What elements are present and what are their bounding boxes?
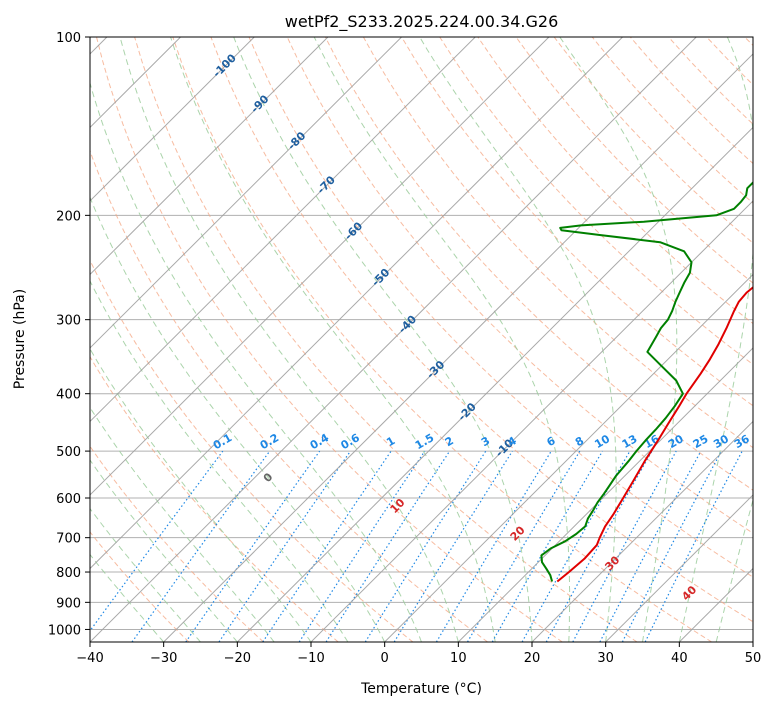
temperature-line — [556, 286, 753, 583]
dry-adiabat-line — [439, 37, 753, 366]
skewed-isotherm-line — [310, 200, 753, 642]
mixing-ratio-lines — [90, 450, 743, 642]
skewed-isotherm-line — [163, 53, 753, 642]
mixing-ratio-line — [521, 450, 631, 642]
y-tick-label: 300 — [56, 314, 81, 329]
skewed-isotherm-line — [236, 126, 753, 642]
moist-adiabat-line — [678, 37, 753, 642]
y-tick-label: 200 — [56, 209, 81, 224]
skewed-isotherm-line — [605, 494, 753, 642]
y-tick-label: 1000 — [48, 623, 81, 638]
mixing-ratio-line — [644, 450, 743, 642]
skewed-isotherm-line — [90, 37, 402, 349]
skewed-isotherm-line — [384, 273, 753, 642]
skewed-isotherm-line — [90, 37, 329, 276]
dry-adiabat-line — [90, 355, 339, 642]
x-tick-label: 20 — [524, 651, 541, 666]
x-tick-label: 0 — [381, 651, 389, 666]
sounding-series — [540, 181, 753, 583]
moist-adiabat-line — [419, 37, 617, 642]
y-tick-label: 500 — [56, 445, 81, 460]
x-tick-label: −30 — [150, 651, 177, 666]
y-tick-label: 600 — [56, 492, 81, 507]
mixing-ratio-line — [298, 450, 426, 642]
moist-adiabat-line — [90, 406, 275, 642]
skewed-isotherm-line — [90, 37, 550, 496]
dry-adiabat-line — [90, 531, 190, 642]
x-axis: −40 −30 −20 −10 0 10 20 30 40 50 — [76, 642, 761, 666]
dry-adiabat-line — [90, 445, 264, 642]
mixing-ratio-line — [545, 450, 653, 642]
dry-adiabat-line — [324, 37, 753, 491]
moist-adiabat-line — [170, 37, 496, 642]
y-tick-label: 400 — [56, 388, 81, 403]
x-tick-label: 10 — [450, 651, 467, 666]
skewed-isotherm-line — [531, 420, 753, 642]
moist-adiabat-line — [90, 196, 386, 642]
dry-adiabat-line — [515, 37, 753, 284]
mixing-ratio-line — [218, 450, 351, 642]
x-tick-label: −40 — [76, 651, 103, 666]
skewed-isotherm-line — [90, 37, 697, 642]
mixing-ratio-line — [572, 450, 677, 642]
mixing-ratio-line — [90, 450, 224, 632]
plot-area: -100-90-80-70-60-50-40-30-20-10 0.1 0.2 0.… — [90, 37, 753, 642]
x-tick-label: −20 — [224, 651, 251, 666]
dry-adiabats — [90, 37, 753, 642]
mixing-ratio-line — [185, 450, 321, 642]
skewed-isotherm-line — [90, 37, 476, 423]
x-tick-label: −10 — [297, 651, 324, 666]
mixing-ratio-line — [131, 450, 271, 642]
moist-adiabat-line — [90, 459, 238, 642]
dry-adiabat-line — [134, 37, 638, 642]
dry-adiabat-line — [248, 37, 753, 578]
skewed-isotherm-line — [90, 37, 623, 570]
x-tick-label: 40 — [671, 651, 688, 666]
x-axis-title: Temperature (°C) — [360, 681, 482, 697]
moist-adiabat-line — [90, 81, 422, 642]
dry-adiabat-line — [401, 37, 753, 407]
dry-adiabat-line — [90, 149, 488, 642]
moist-adiabat-line — [559, 37, 678, 642]
skewed-isotherm-line — [90, 37, 255, 202]
mixing-ratio-line — [364, 450, 487, 642]
mixing-ratio-line — [262, 450, 392, 642]
y-axis: 100 200 300 400 500 600 700 800 900 1000 — [48, 31, 90, 638]
mixing-ratio-line — [393, 450, 513, 642]
y-tick-label: 900 — [56, 596, 81, 611]
moist-adiabat-line — [233, 37, 533, 642]
dry-adiabat-line — [210, 37, 753, 623]
moist-adiabat-line — [90, 553, 165, 642]
x-tick-label: 50 — [745, 651, 762, 666]
y-tick-label: 800 — [56, 566, 81, 581]
moist-adiabat-line — [715, 498, 753, 642]
skewed-isotherms — [90, 37, 753, 642]
y-tick-label: 100 — [56, 31, 81, 46]
y-axis-title: Pressure (hPa) — [12, 289, 28, 389]
x-tick-label: 30 — [597, 651, 614, 666]
dewpoint-line — [540, 181, 753, 582]
moist-adiabat-line — [90, 507, 201, 642]
dry-adiabat-line — [172, 37, 712, 642]
chart-title: wetPf2_S233.2025.224.00.34.G26 — [285, 12, 559, 32]
skewed-isotherm-line — [457, 347, 753, 642]
mixing-ratio-line — [325, 450, 451, 642]
y-tick-label: 700 — [56, 532, 81, 547]
dry-adiabat-line — [96, 37, 563, 642]
plot-frame — [89, 36, 754, 643]
